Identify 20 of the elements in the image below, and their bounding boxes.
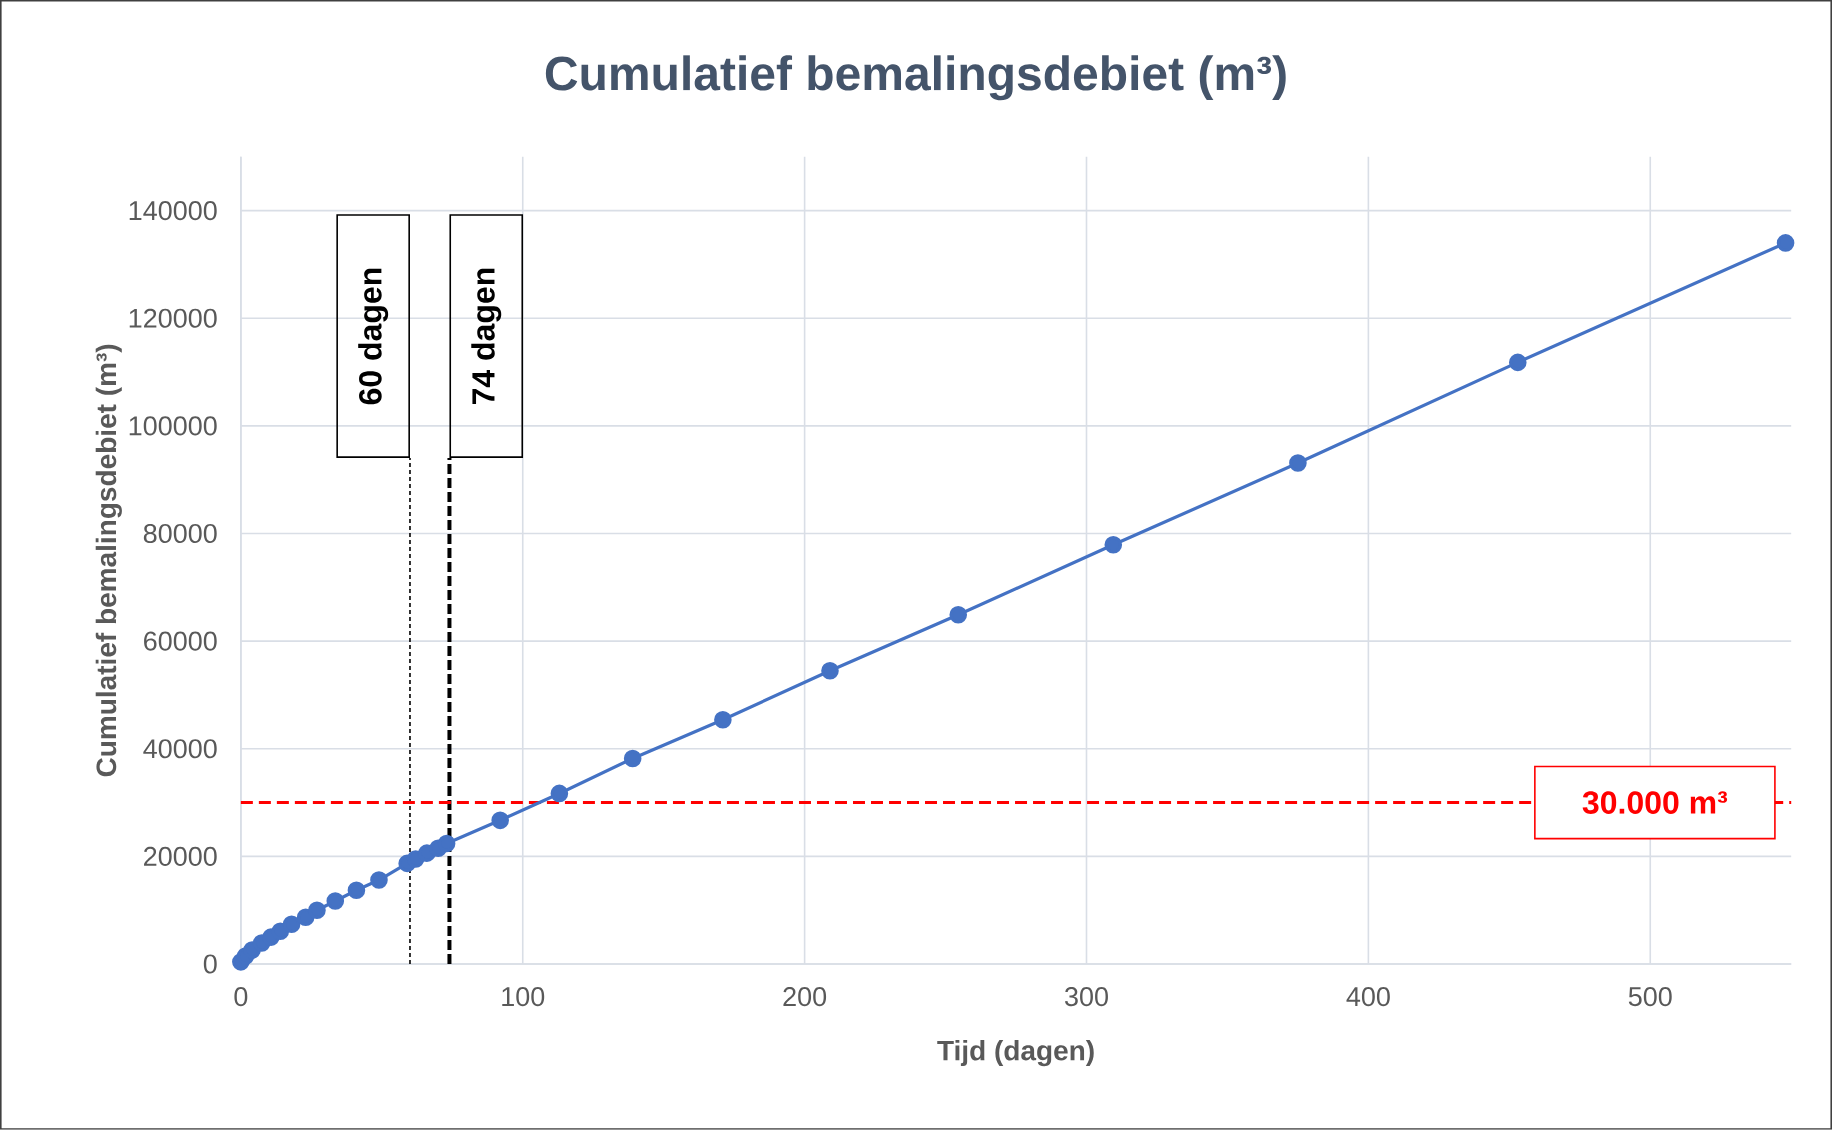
- y-tick-label: 100000: [129, 416, 217, 436]
- y-tick-label: 60000: [144, 631, 217, 651]
- ref-line-label: 60 dagen: [358, 268, 389, 405]
- y-tick-label: 0: [203, 954, 217, 974]
- y-axis-title: Cumulatief bemalingsdebiet (m³): [95, 344, 122, 777]
- y-tick-label: 140000: [129, 201, 217, 221]
- ref-line-label: 30.000 m³: [1582, 791, 1728, 814]
- x-tick-label: 0: [234, 987, 248, 1007]
- y-tick-label: 80000: [143, 524, 217, 544]
- ref-line-label: 74 dagen: [471, 268, 502, 405]
- x-tick-label: 400: [1346, 987, 1390, 1007]
- y-tick-label: 40000: [143, 739, 217, 759]
- x-tick-label: 500: [1628, 987, 1672, 1007]
- x-tick-label: 200: [783, 987, 827, 1007]
- x-axis-title: Tijd (dagen): [937, 1040, 1094, 1067]
- x-tick-label: 100: [502, 987, 545, 1007]
- x-tick-label: 300: [1065, 987, 1108, 1007]
- chart-title: Cumulatief bemalingsdebiet (m³): [545, 55, 1286, 101]
- y-tick-label: 20000: [144, 846, 217, 867]
- y-tick-label: 120000: [129, 308, 217, 328]
